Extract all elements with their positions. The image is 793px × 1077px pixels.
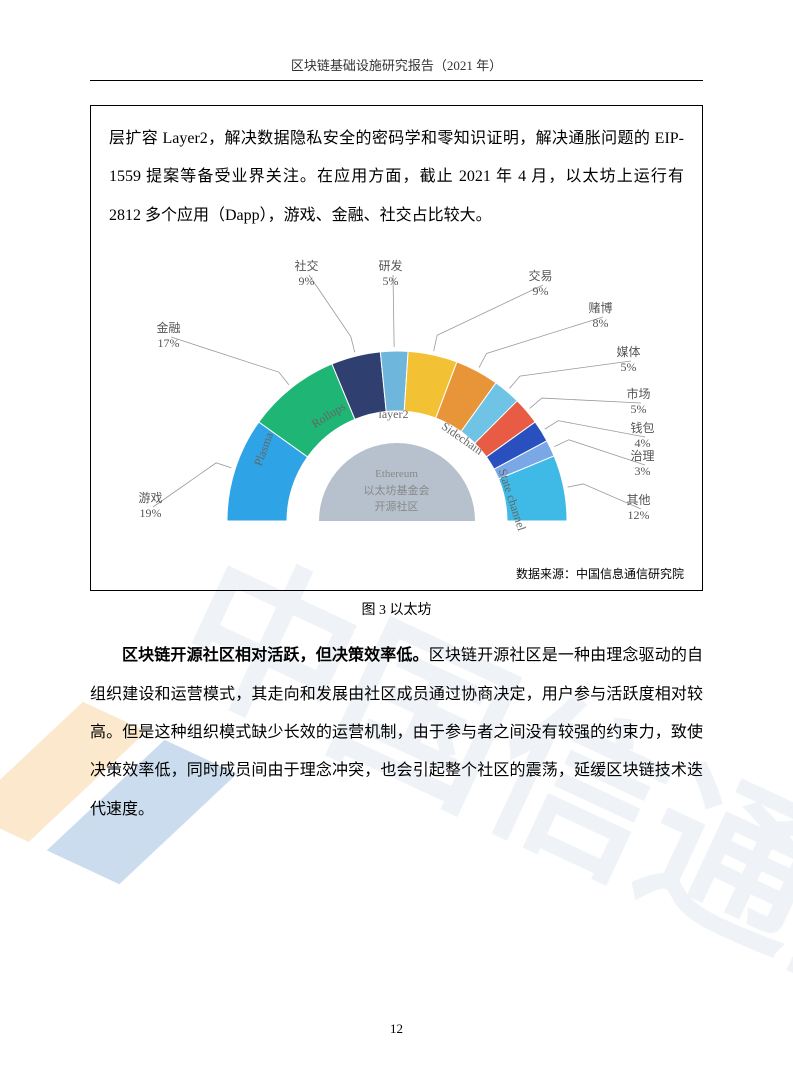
body-paragraph: 区块链开源社区相对活跃，但决策效率低。区块链开源社区是一种由理念驱动的自组织建设…: [90, 637, 703, 829]
ethereum-donut-chart: 游戏 19% 金融 17% 社交 9% 研发 5% 交易 9% 赌博 8%媒体 5% 市场 …: [117, 241, 677, 561]
page-header: 区块链基础设施研究报告（2021 年）: [90, 55, 703, 81]
paragraph-body: 区块链开源社区是一种由理念驱动的自组织建设和运营模式，其走向和发展由社区成员通过…: [90, 647, 703, 818]
paragraph-lead-bold: 区块链开源社区相对活跃，但决策效率低。: [122, 647, 429, 664]
chart-segment-label: 市场 5%: [627, 387, 651, 416]
chart-segment-label: 其他 12%: [627, 493, 651, 522]
chart-segment-label: 研发 5%: [379, 259, 403, 288]
data-source: 数据来源：中国信息通信研究院: [109, 565, 684, 582]
figure-caption: 图 3 以太坊: [90, 599, 703, 619]
chart-segment-label: 赌博 8%: [589, 301, 613, 330]
figure-intro-text: 层扩容 Layer2，解决数据隐私安全的密码学和零知识证明，解决通胀问题的 EI…: [109, 120, 684, 235]
chart-segment-label: 游戏 19%: [139, 491, 163, 520]
chart-segment-label: 金融 17%: [157, 321, 181, 350]
chart-segment-label: 钱包 4%: [631, 421, 655, 450]
chart-segment-label: 交易 9%: [529, 269, 553, 298]
chart-segment-label: 社交 9%: [295, 259, 319, 288]
page-number: 12: [0, 1021, 793, 1037]
figure-box: 层扩容 Layer2，解决数据隐私安全的密码学和零知识证明，解决通胀问题的 EI…: [90, 105, 703, 591]
chart-center-label: Ethereum以太坊基金会开源社区: [342, 466, 452, 516]
chart-inner-label: layer2: [379, 407, 409, 422]
chart-segment-label: 治理 3%: [631, 449, 655, 478]
chart-segment-label: 媒体 5%: [617, 345, 641, 374]
